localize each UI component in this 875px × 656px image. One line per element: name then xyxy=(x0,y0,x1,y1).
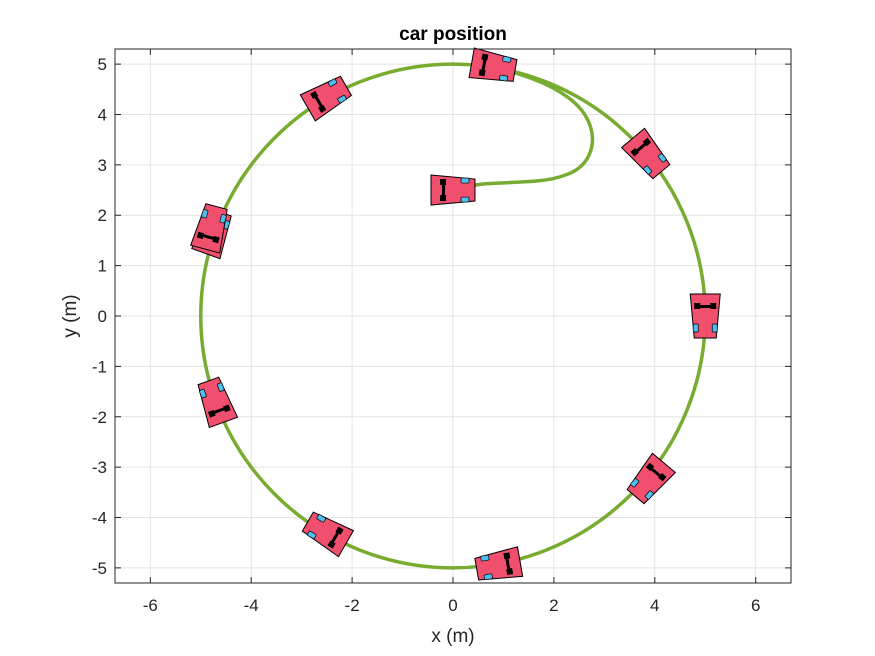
car-window xyxy=(711,323,718,333)
y-tick-label: -5 xyxy=(92,559,107,578)
car-tire xyxy=(196,231,205,240)
car-axle xyxy=(203,234,214,240)
car-tire xyxy=(327,540,336,549)
x-tick-label: -2 xyxy=(345,596,360,615)
x-tick-label: 6 xyxy=(751,596,760,615)
car-tire xyxy=(658,472,667,482)
y-tick-label: 0 xyxy=(98,307,107,326)
car-markers-layer xyxy=(190,47,721,581)
car-tire xyxy=(478,69,486,77)
car-marker xyxy=(430,174,476,206)
car-tire xyxy=(310,90,319,100)
car-window xyxy=(216,382,225,392)
car-marker xyxy=(468,47,518,82)
car-tire xyxy=(630,148,639,157)
car-axle xyxy=(481,59,487,71)
y-tick-label: -1 xyxy=(92,357,107,376)
car-marker xyxy=(474,546,524,581)
car-window xyxy=(498,74,509,82)
car-window xyxy=(630,478,640,488)
car-window xyxy=(307,530,317,539)
car-window xyxy=(692,323,699,333)
car-window xyxy=(337,94,347,104)
x-tick-label: 4 xyxy=(650,596,659,615)
car-tire xyxy=(318,104,327,113)
car-marker xyxy=(190,203,228,254)
car-marker xyxy=(626,452,677,505)
chart-title: car position xyxy=(399,24,507,45)
car-axle xyxy=(505,558,511,569)
car-tire xyxy=(440,195,446,202)
car-body xyxy=(197,376,239,429)
car-marker xyxy=(197,376,239,429)
x-axis-label: x (m) xyxy=(431,626,474,647)
y-tick-label: 3 xyxy=(98,156,107,175)
car-window xyxy=(483,573,493,581)
y-tick-label: 4 xyxy=(98,105,107,124)
car-tire xyxy=(642,137,652,147)
car-tire xyxy=(440,179,446,186)
car-window xyxy=(460,196,470,203)
x-tick-label: 2 xyxy=(549,596,558,615)
car-tire xyxy=(503,552,511,560)
car-axle xyxy=(651,468,661,477)
car-axle xyxy=(636,143,646,152)
y-tick-label: 1 xyxy=(98,257,107,276)
y-tick-label: 5 xyxy=(98,55,107,74)
car-tire xyxy=(222,404,231,413)
car-axle xyxy=(314,96,323,107)
car-tire xyxy=(710,303,717,309)
y-axis-label: y (m) xyxy=(60,294,81,337)
car-window xyxy=(219,214,227,224)
y-tick-label: -2 xyxy=(92,408,107,427)
car-tire xyxy=(694,303,701,309)
car-body xyxy=(620,127,671,180)
y-tick-layer: -5 -4 -3 -2 -1 0 1 2 3 4 5 xyxy=(92,55,791,578)
y-tick-label: 2 xyxy=(98,206,107,225)
x-tick-label: -4 xyxy=(244,596,259,615)
car-axle xyxy=(442,185,445,196)
y-tick-label: -3 xyxy=(92,458,107,477)
car-window xyxy=(657,153,667,163)
car-marker xyxy=(689,293,721,339)
car-marker xyxy=(299,75,353,122)
car-window xyxy=(643,165,653,175)
approach-path xyxy=(458,64,595,192)
car-body xyxy=(299,75,353,122)
car-window xyxy=(199,388,207,399)
car-body xyxy=(301,511,355,558)
car-tire xyxy=(481,53,489,61)
car-window xyxy=(502,56,512,63)
y-tick-label: -4 xyxy=(92,509,107,528)
car-window xyxy=(644,490,654,500)
car-axle xyxy=(213,407,225,414)
car-axle xyxy=(700,305,711,308)
car-window xyxy=(201,209,209,219)
car-marker xyxy=(301,511,355,558)
car-window xyxy=(327,78,338,87)
x-tick-label: -6 xyxy=(143,596,158,615)
car-tire xyxy=(207,409,216,418)
x-tick-label: 0 xyxy=(448,596,457,615)
car-tire xyxy=(212,235,220,244)
car-tire xyxy=(506,568,514,575)
car-window xyxy=(316,514,326,523)
car-tire xyxy=(335,526,344,535)
car-axle xyxy=(331,532,339,543)
car-body xyxy=(626,452,677,505)
x-tick-layer: -6 -4 -2 0 2 4 6 xyxy=(143,49,760,615)
car-window xyxy=(480,554,490,562)
car-marker xyxy=(620,127,671,180)
car-tire xyxy=(645,462,655,472)
car-window xyxy=(460,177,470,184)
